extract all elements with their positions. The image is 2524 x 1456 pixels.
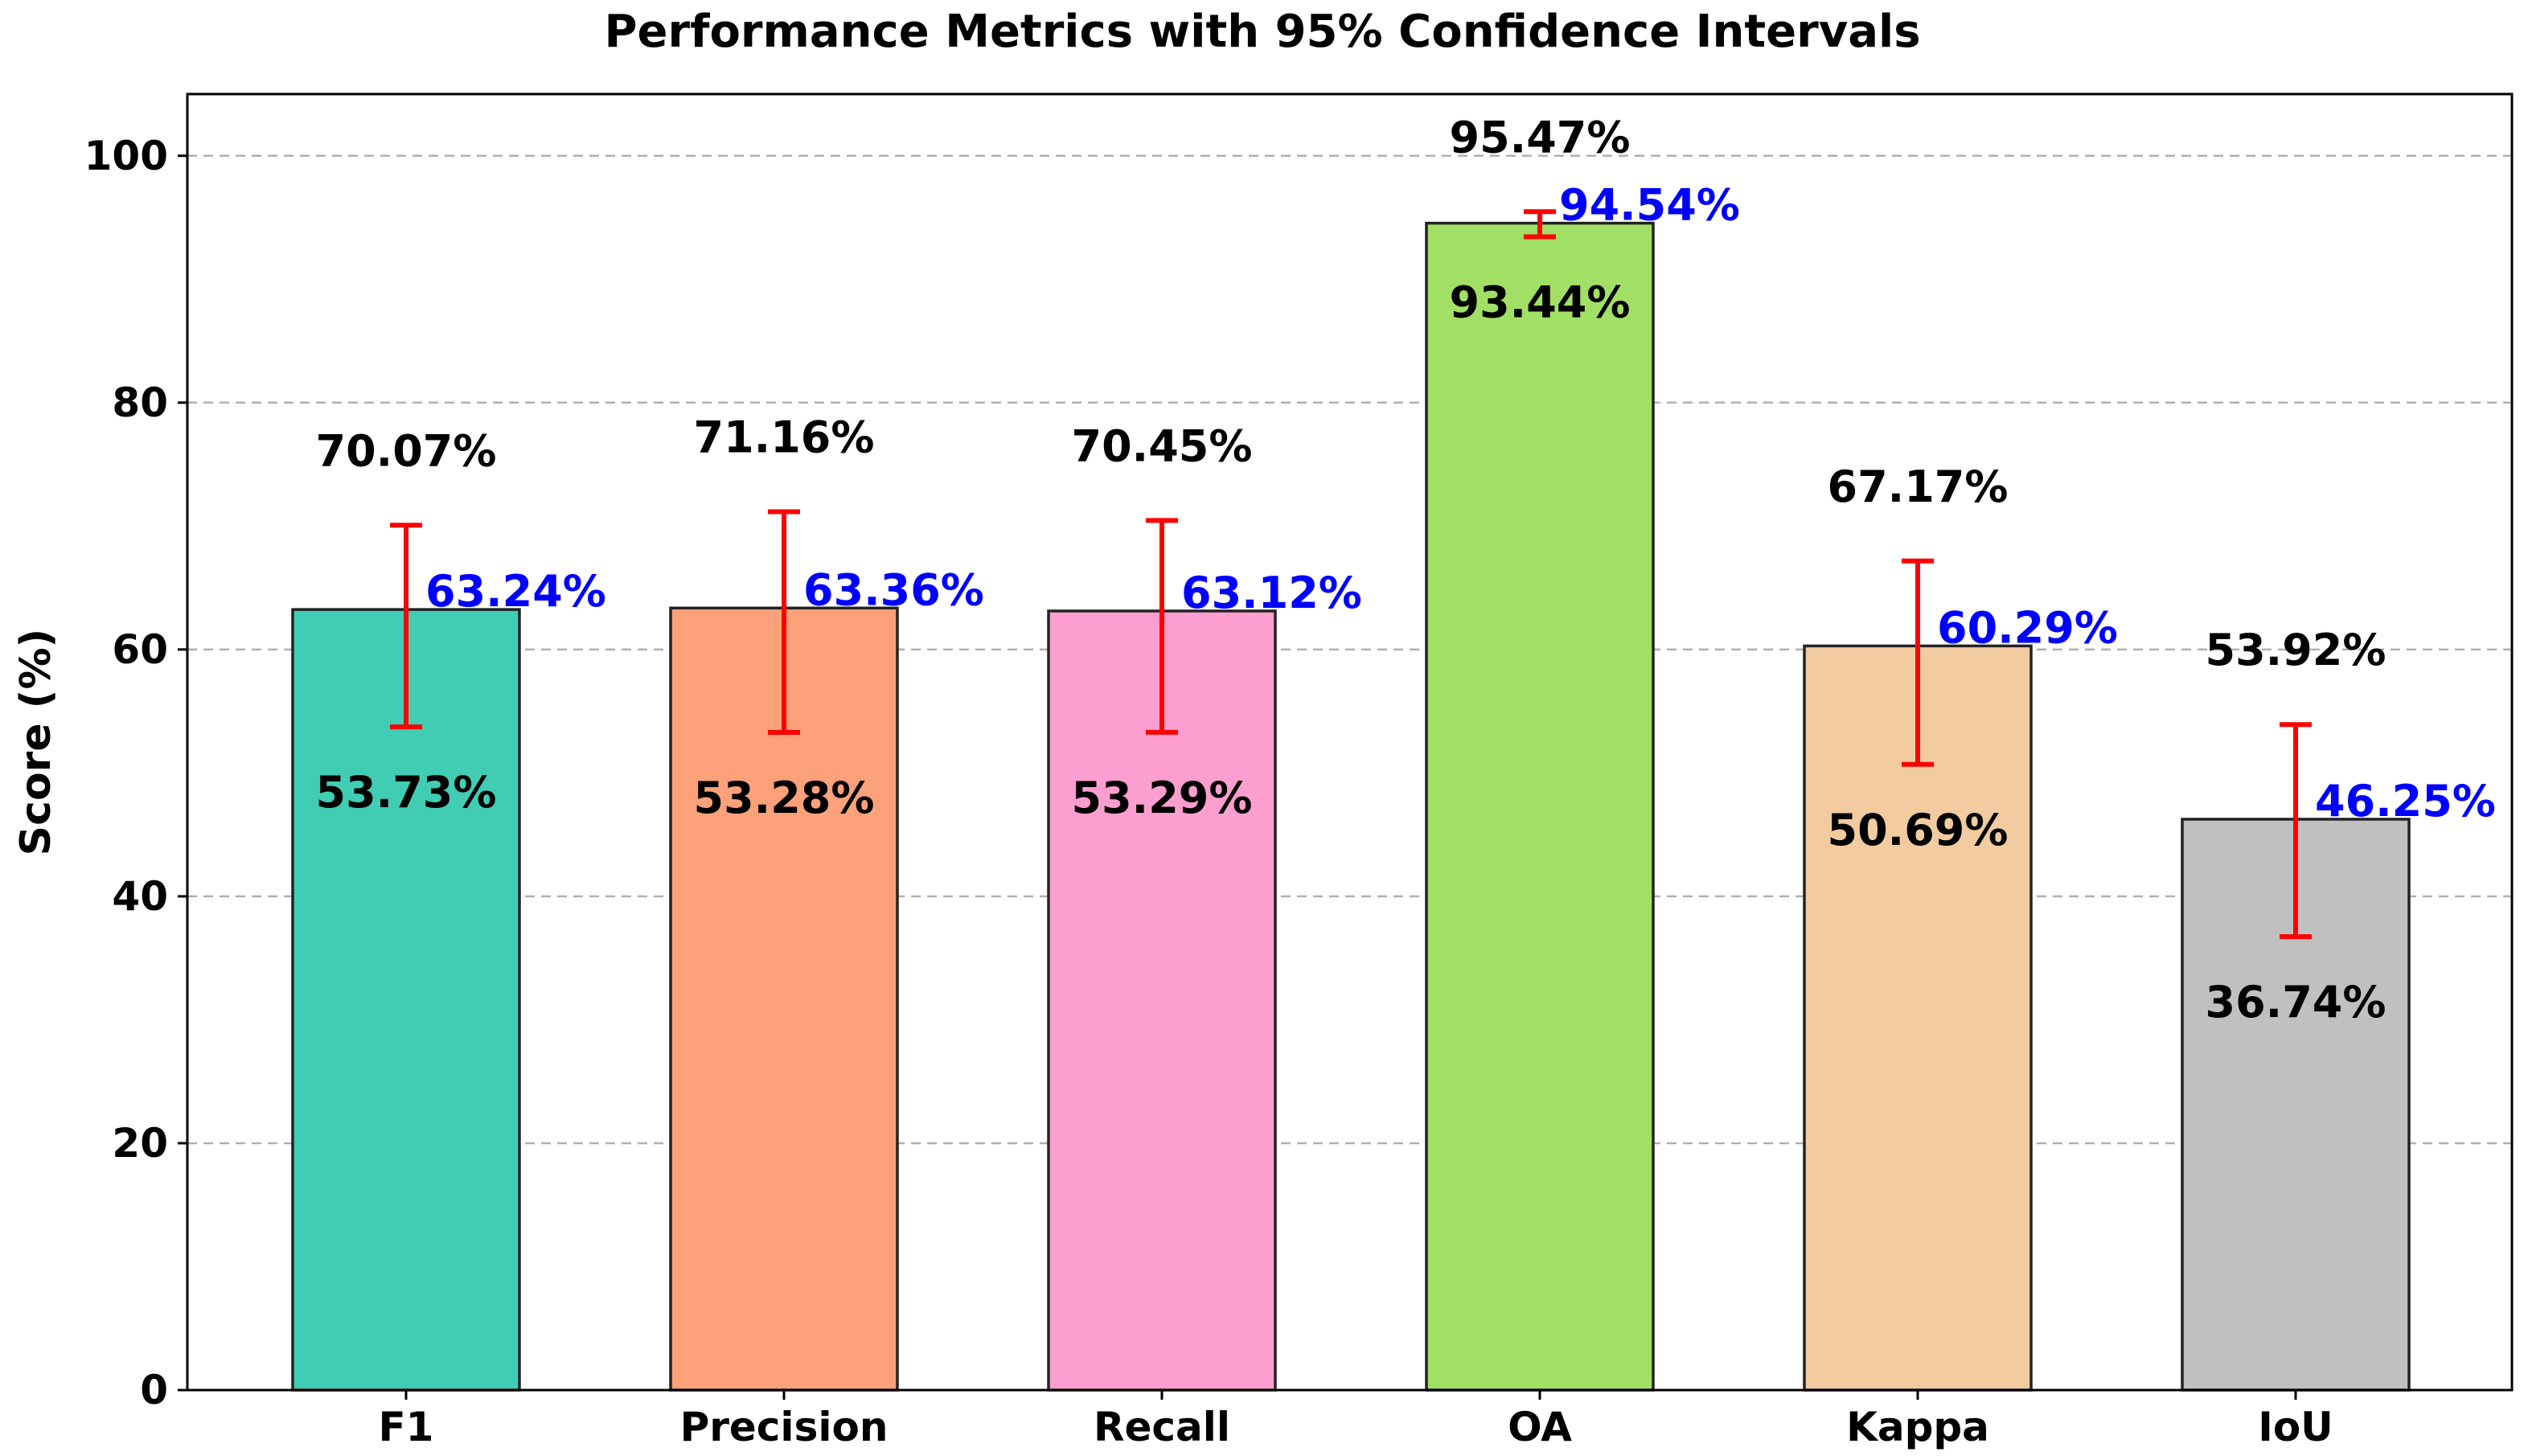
x-tick-labels: F1 Precision Recall OA Kappa IoU	[379, 1390, 2333, 1450]
y-tick-label-100: 100	[84, 133, 168, 179]
upper-ci-label-oa: 95.47%	[1450, 112, 1631, 162]
y-tick-label-60: 60	[112, 626, 168, 673]
lower-ci-label-precision: 53.28%	[694, 773, 875, 823]
value-label-iou: 46.25%	[2315, 776, 2496, 826]
upper-ci-label-recall: 70.45%	[1072, 420, 1253, 471]
value-label-f1: 63.24%	[425, 566, 606, 617]
x-tick-label-f1: F1	[379, 1404, 434, 1450]
value-label-kappa: 60.29%	[1937, 602, 2118, 653]
upper-ci-label-kappa: 67.17%	[1828, 461, 2009, 512]
bar-oa	[1425, 221, 1655, 1392]
y-axis-label: Score (%)	[12, 629, 60, 856]
lower-ci-label-recall: 53.29%	[1072, 773, 1253, 823]
y-tick-label-20: 20	[112, 1120, 168, 1167]
upper-ci-label-precision: 71.16%	[694, 412, 875, 463]
y-tick-labels: 0 20 40 60 80 100	[84, 133, 187, 1413]
value-label-recall: 63.12%	[1181, 568, 1362, 618]
x-tick-label-kappa: Kappa	[1846, 1404, 1989, 1450]
chart-title: Performance Metrics with 95% Confidence …	[604, 6, 1920, 58]
value-label-precision: 63.36%	[803, 564, 984, 615]
plot-frame	[186, 92, 2514, 1392]
value-label-oa: 94.54%	[1559, 180, 1740, 231]
x-tick-label-precision: Precision	[680, 1404, 889, 1450]
x-tick-label-recall: Recall	[1094, 1404, 1230, 1450]
x-tick-label-oa: OA	[1508, 1404, 1572, 1450]
lower-ci-label-iou: 36.74%	[2206, 977, 2387, 1027]
y-tick-label-40: 40	[112, 873, 168, 920]
data-labels: 70.07% 53.73% 63.24% 71.16% 53.28% 63.36% 70.4…	[316, 112, 2496, 1027]
grid-lines	[187, 154, 2512, 1145]
error-bars	[390, 209, 2312, 939]
lower-ci-label-oa: 93.44%	[1450, 277, 1631, 327]
upper-ci-label-f1: 70.07%	[316, 425, 497, 476]
lower-ci-label-f1: 53.73%	[316, 767, 497, 818]
x-tick-label-iou: IoU	[2258, 1404, 2333, 1450]
bars	[291, 221, 2411, 1392]
y-tick-label-80: 80	[112, 379, 168, 426]
lower-ci-label-kappa: 50.69%	[1828, 805, 2009, 855]
y-tick-label-0: 0	[140, 1367, 168, 1413]
upper-ci-label-iou: 53.92%	[2206, 625, 2387, 675]
bar-f1	[291, 608, 521, 1392]
